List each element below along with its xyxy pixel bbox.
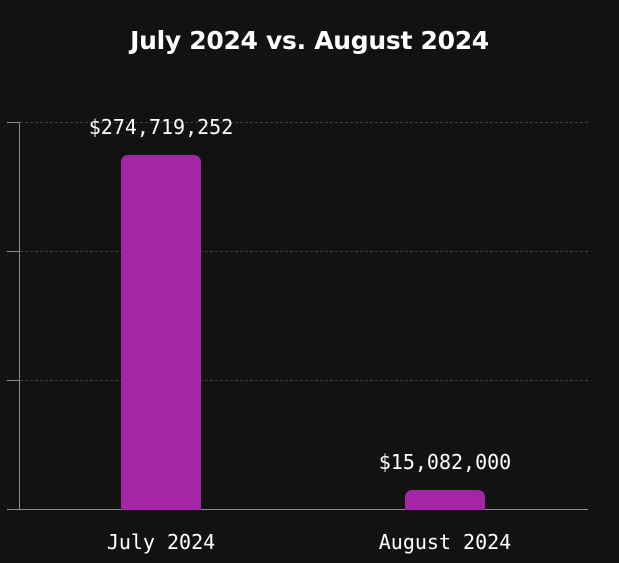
y-tick (7, 380, 19, 381)
y-tick (7, 251, 19, 252)
gridline-300m (20, 122, 588, 123)
gridline-200m (20, 251, 588, 252)
data-label-july-2024: $274,719,252 (88, 114, 234, 139)
chart-title: July 2024 vs. August 2024 (130, 26, 489, 55)
y-tick (7, 122, 19, 123)
x-tick-label-july-2024: July 2024 (106, 530, 216, 554)
x-tick-label-august-2024: August 2024 (378, 530, 512, 554)
x-axis (7, 509, 588, 510)
bar-july-2024 (121, 154, 201, 510)
y-axis (19, 122, 20, 510)
bar-august-2024 (405, 490, 485, 510)
gridline-100m (20, 380, 588, 381)
data-label-august-2024: $15,082,000 (378, 450, 512, 475)
